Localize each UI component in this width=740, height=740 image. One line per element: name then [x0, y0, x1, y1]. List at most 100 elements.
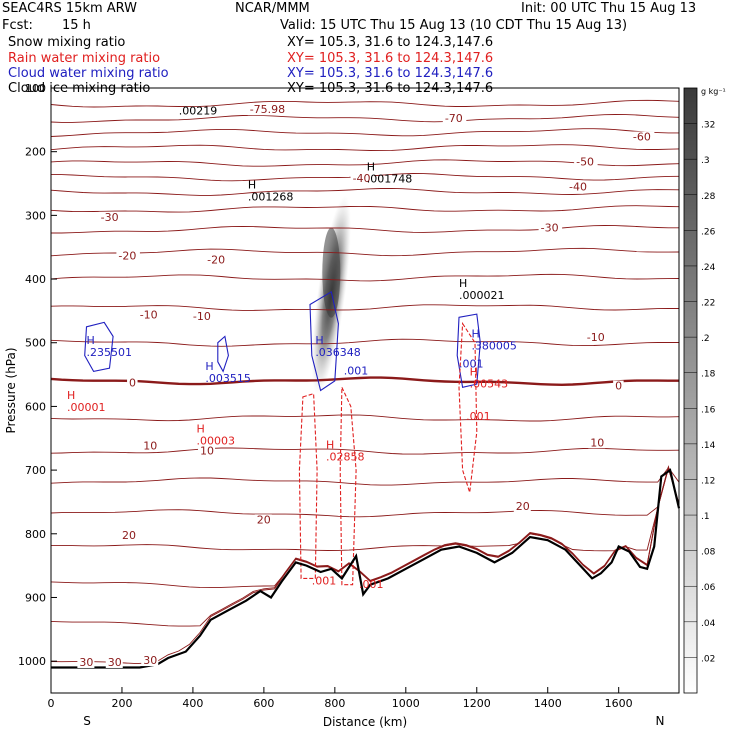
- isotherm-label-bg: [127, 377, 138, 389]
- terrain-line: [51, 468, 681, 669]
- colorbar-tick-label: .08: [701, 548, 716, 558]
- x-tick-label: 1200: [463, 697, 491, 710]
- x-tick-label: 800: [324, 697, 345, 710]
- isotherm-label-bg: [588, 437, 606, 449]
- isotherm-label-bg: [442, 113, 467, 125]
- isotherm-label-bg: [77, 656, 95, 668]
- maximum-marker: H: [86, 334, 94, 347]
- maximum-value-label: .02858: [326, 450, 365, 463]
- colorbar-tick-label: .14: [701, 441, 716, 451]
- isotherm-label: -50: [576, 155, 594, 168]
- colorbar-tick-label: .2: [701, 334, 710, 344]
- maximum-value-label: .235501: [86, 346, 132, 359]
- isotherm-label: 0: [129, 376, 136, 389]
- colorbar-tick-label: .24: [701, 263, 716, 273]
- run-title: SEAC4RS 15km ARW: [2, 1, 138, 16]
- snow-plume-core: [322, 227, 341, 318]
- isotherm: [50, 338, 679, 347]
- isotherm-label: -75.98: [250, 103, 285, 116]
- isotherm-label-bg: [538, 222, 563, 234]
- maximum-value-label: .036348: [315, 346, 361, 359]
- rain-water-contour: [339, 387, 357, 586]
- contour-value-label: .001: [459, 358, 484, 371]
- maximum-value-label: .001268: [248, 190, 294, 203]
- field-name-cloud-water: Cloud water mixing ratio: [8, 66, 169, 81]
- colorbar-tick-label: .04: [701, 619, 716, 629]
- isotherm-label-bg: [198, 445, 216, 457]
- x-tick-label: 1400: [534, 697, 562, 710]
- isotherm-label: -40: [569, 180, 587, 193]
- isotherm-label: -10: [587, 331, 605, 344]
- isotherm-label-bg: [584, 332, 609, 344]
- y-tick-label: 900: [25, 591, 46, 604]
- isotherm: [50, 465, 680, 518]
- isotherm-label-bg: [613, 380, 624, 392]
- maximum-marker: H: [67, 389, 75, 402]
- colorbar-tick-label: .12: [701, 476, 715, 486]
- isotherm-label-bg: [513, 500, 531, 512]
- colorbar-tick-label: .3: [701, 156, 710, 166]
- isotherm: [51, 225, 679, 234]
- colorbar: [683, 87, 698, 694]
- colorbar-tick-label: .26: [701, 227, 716, 237]
- colorbar-unit: g kg⁻¹: [701, 87, 726, 96]
- maximum-marker: H: [367, 161, 375, 174]
- y-tick-label: 100: [25, 82, 46, 95]
- isotherm-label: -70: [445, 112, 463, 125]
- isotherm-label: 20: [122, 529, 136, 542]
- isotherm-label-bg: [205, 254, 229, 266]
- isotherm: [50, 187, 680, 196]
- field-xy-cloud-water: XY= 105.3, 31.6 to 124.3,147.6: [287, 66, 494, 81]
- colorbar-tick-label: .18: [701, 370, 716, 380]
- isotherm: [50, 128, 679, 137]
- contour-value-label: .001: [312, 575, 337, 588]
- colorbar-tick-label: .16: [701, 405, 716, 415]
- y-axis-title: Pressure (hPa): [4, 347, 18, 433]
- isotherm-label: -20: [207, 253, 225, 266]
- isotherm-label: 10: [590, 436, 604, 449]
- colorbar-tick-label: .28: [701, 192, 716, 202]
- maximum-value-label: .000021: [459, 289, 505, 302]
- isotherm-label: 30: [143, 654, 157, 667]
- isotherm-label: 0: [615, 380, 622, 393]
- maximum-value-label: .00543: [470, 378, 509, 391]
- maximum-marker: H: [248, 178, 256, 191]
- field-xy-snow: XY= 105.3, 31.6 to 124.3,147.6: [287, 35, 494, 50]
- fcst-label: Fcst:: [2, 18, 33, 33]
- y-tick-label: 500: [25, 337, 46, 350]
- x-tick-label: 600: [253, 697, 274, 710]
- isotherm-label-bg: [350, 172, 375, 184]
- y-tick-label: 800: [25, 528, 46, 541]
- colorbar-tick-label: .1: [701, 512, 710, 522]
- isotherm-label-bg: [119, 530, 137, 542]
- maximum-value-label: .003515: [205, 372, 251, 385]
- isotherm-label: 30: [108, 656, 122, 669]
- isotherm-label-bg: [247, 104, 291, 116]
- isotherm: [50, 247, 680, 257]
- isotherm-label: 20: [257, 513, 271, 526]
- x-tick-label: 0: [48, 697, 55, 710]
- isotherm-label-bg: [254, 514, 272, 526]
- fcst-value: 15 h: [62, 18, 91, 33]
- cloud-water-contour: [217, 335, 229, 373]
- isotherm: [50, 144, 680, 152]
- isotherm-label-bg: [105, 656, 123, 668]
- x-tick-label: 1000: [392, 697, 420, 710]
- x-end-label-north: N: [656, 714, 665, 728]
- y-tick-label: 700: [25, 464, 46, 477]
- isotherm: [50, 466, 680, 486]
- isotherm: [50, 99, 680, 108]
- maximum-marker: H: [205, 360, 213, 373]
- x-tick-label: 1600: [605, 697, 633, 710]
- colorbar-tick-label: .06: [701, 583, 716, 593]
- init-time: Init: 00 UTC Thu 15 Aug 13: [521, 1, 697, 16]
- zero-degree-isotherm: [50, 376, 679, 387]
- rain-water-contour: [458, 321, 478, 493]
- cloud-water-contour: [84, 321, 114, 373]
- maximum-marker: H: [470, 366, 478, 379]
- isotherm: [50, 304, 680, 311]
- contour-value-label: .001: [359, 578, 384, 591]
- maximum-marker: H: [326, 438, 334, 451]
- isotherm-label: -30: [101, 211, 119, 224]
